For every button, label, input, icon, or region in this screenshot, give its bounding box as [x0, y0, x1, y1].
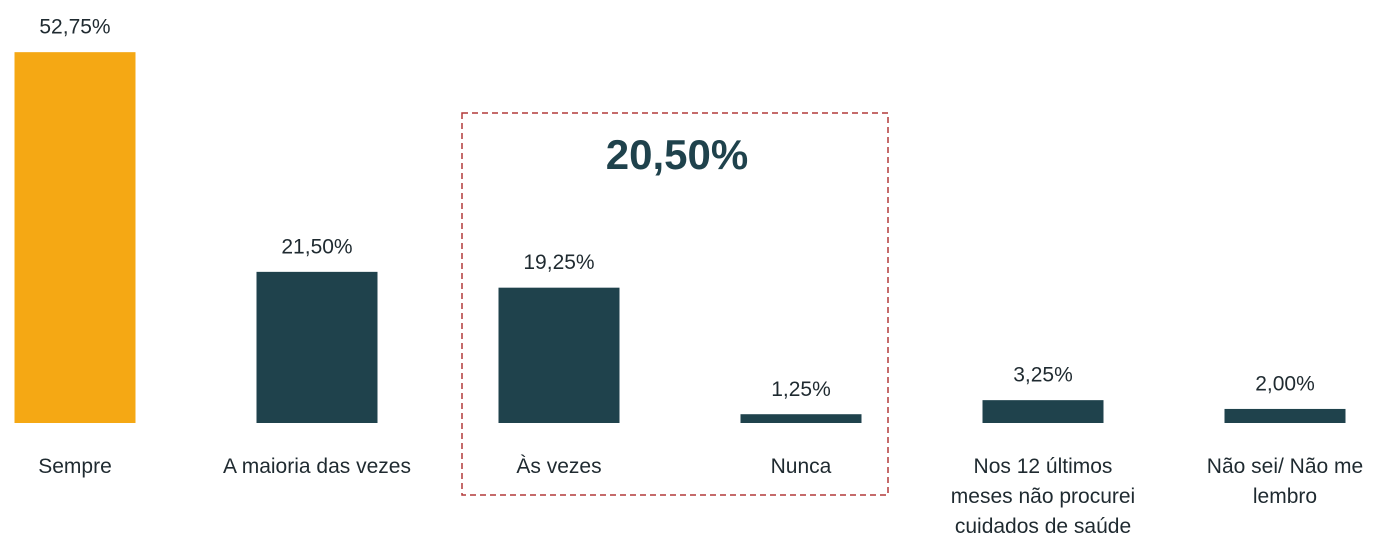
category-label: Sempre [38, 455, 112, 478]
bar [14, 52, 136, 423]
value-label: 1,25% [771, 378, 831, 401]
value-label: 3,25% [1013, 364, 1073, 387]
bar [982, 400, 1104, 423]
category-label: Não sei/ Não me lembro [1206, 455, 1364, 508]
value-label: 2,00% [1255, 372, 1315, 395]
value-label: 19,25% [523, 251, 594, 274]
bar [1224, 408, 1346, 423]
annotation: 20,50% [606, 131, 748, 178]
bar [740, 414, 862, 423]
value-label: 21,50% [281, 235, 352, 258]
bar [498, 287, 620, 423]
highlight-box [461, 112, 889, 496]
category-label: A maioria das vezes [223, 455, 411, 478]
value-label: 52,75% [39, 16, 110, 39]
bar [256, 271, 378, 423]
category-label: Nos 12 últimos meses não procurei cuidad… [950, 455, 1136, 538]
category-label: Às vezes [516, 455, 602, 478]
category-label: Nunca [770, 455, 832, 478]
